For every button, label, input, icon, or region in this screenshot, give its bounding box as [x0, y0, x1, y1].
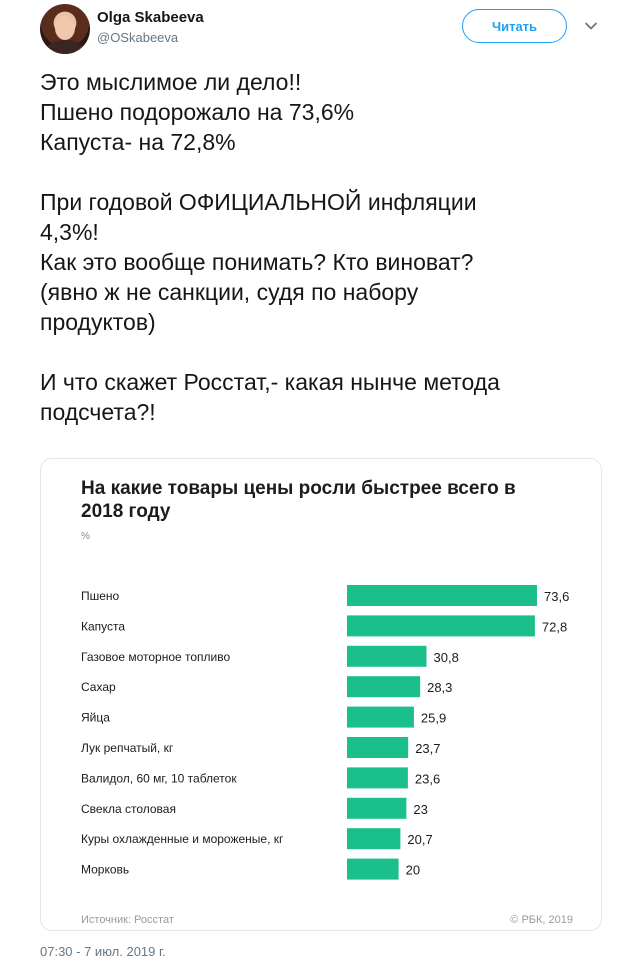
- avatar[interactable]: [40, 4, 90, 54]
- paragraph-gap: [40, 157, 610, 187]
- tweet-line: 4,3%!: [40, 219, 99, 245]
- bar-category-label: Свекла столовая: [81, 802, 176, 816]
- bar: [347, 737, 409, 758]
- tweet-line: И что скажет Росстат,- какая нынче метод…: [40, 369, 500, 395]
- bar-value-label: 30,8: [434, 650, 459, 665]
- attached-image-card[interactable]: На какие товары цены росли быстрее всего…: [40, 458, 602, 931]
- bar: [347, 828, 401, 850]
- bar-value-label: 28,3: [427, 680, 452, 695]
- tweet-line: Пшено подорожало на 73,6%: [40, 99, 355, 125]
- chevron-down-icon[interactable]: [583, 18, 599, 34]
- tweet-line: Как это вообще понимать? Кто виноват?: [40, 249, 474, 275]
- bar: [347, 615, 535, 637]
- bar-category-label: Сахар: [81, 680, 116, 694]
- tweet-line: (явно ж не санкции, судя по набору: [40, 279, 419, 305]
- bar-category-label: Лук репчатый, кг: [81, 741, 174, 755]
- bar-value-label: 25,9: [421, 711, 446, 726]
- bar-category-label: Морковь: [81, 863, 129, 877]
- chart-title: На какие товары цены росли быстрее всего…: [81, 478, 516, 522]
- bar: [347, 585, 537, 606]
- bar: [347, 797, 407, 819]
- bar: [347, 676, 421, 698]
- avatar-face: [55, 16, 75, 40]
- bar-value-label: 73,6: [544, 589, 569, 604]
- bar: [347, 706, 414, 728]
- bar: [347, 645, 427, 667]
- tweet-line: продуктов): [40, 309, 156, 335]
- chart-unit: %: [81, 531, 90, 542]
- bar-chart: Пшено 73,6 Капуста 72,8 Газовое моторное топ…: [81, 585, 569, 880]
- tweet-line: Это мыслимое ли дело!!: [40, 69, 302, 95]
- follow-button[interactable]: Читать: [462, 9, 567, 43]
- tweet-header: Olga Skabeeva @OSkabeeva Читать: [40, 4, 610, 54]
- tweet-line: При годовой ОФИЦИАЛЬНОЙ инфляции: [40, 189, 477, 215]
- chart-source: Источник: Росстат: [81, 914, 174, 926]
- bar-value-label: 20,7: [407, 832, 432, 847]
- bar-category-label: Капуста: [81, 619, 125, 633]
- bar-category-label: Пшено: [81, 589, 120, 603]
- avatar-shoulder: [46, 40, 84, 54]
- author-name[interactable]: Olga Skabeeva: [97, 9, 204, 26]
- bar-value-label: 23,6: [415, 771, 440, 786]
- bar-value-label: 20: [406, 863, 420, 878]
- bar-value-label: 23: [413, 802, 427, 817]
- paragraph-gap: [40, 337, 610, 367]
- author-handle[interactable]: @OSkabeeva: [97, 30, 179, 45]
- tweet-line: Капуста- на 72,8%: [40, 129, 236, 155]
- bar-value-label: 72,8: [542, 619, 567, 634]
- bar-value-label: 23,7: [415, 741, 440, 756]
- bar-category-label: Газовое моторное топливо: [81, 650, 230, 664]
- tweet-line: подсчета?!: [40, 399, 156, 425]
- tweet-text: Это мыслимое ли дело!! Пшено подорожало …: [40, 67, 610, 427]
- bar: [347, 767, 408, 789]
- bar-category-label: Валидол, 60 мг, 10 таблеток: [81, 771, 237, 785]
- tweet-timestamp[interactable]: 07:30 - 7 июл. 2019 г.: [40, 944, 166, 959]
- bar-category-label: Куры охлажденные и мороженые, кг: [81, 832, 284, 846]
- chart-copyright: © РБК, 2019: [510, 914, 573, 926]
- bar-category-label: Яйца: [81, 711, 110, 725]
- bar: [347, 858, 399, 880]
